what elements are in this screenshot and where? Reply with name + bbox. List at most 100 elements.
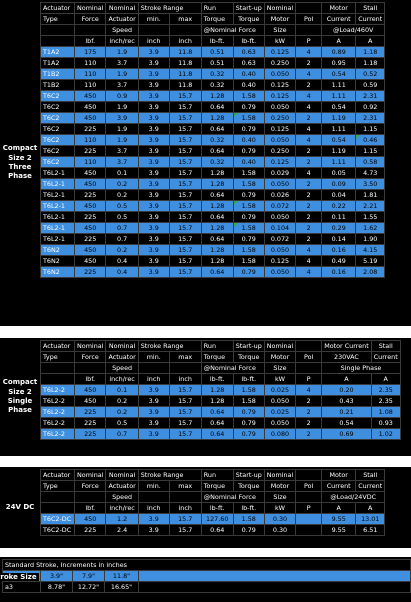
cell: 3.9 bbox=[137, 178, 170, 190]
cell: T6L2-2 bbox=[40, 428, 75, 440]
cell: 15.7 bbox=[168, 244, 202, 256]
cell bbox=[295, 340, 323, 352]
cell: 450 bbox=[73, 222, 107, 234]
cell: 1.90 bbox=[355, 233, 386, 245]
cell: 0.89 bbox=[321, 46, 357, 58]
cell: 15.7 bbox=[168, 145, 202, 157]
header-row: Speed @Nominal Force Size @Load/460V bbox=[40, 24, 386, 36]
cell: Nominal bbox=[263, 2, 297, 14]
cell: 1.9 bbox=[105, 46, 139, 58]
cell bbox=[73, 362, 107, 374]
cell: 450 bbox=[73, 255, 107, 267]
table-row: T6L2-1 450 0.1 3.9 15.7 1.28 1.58 0.029 4 0.05 4.7… bbox=[40, 167, 386, 179]
table-row: a3 8.78" 12.72" 16.65" bbox=[2, 581, 411, 593]
cell: 0.32 bbox=[200, 79, 234, 91]
cell: 3.9 bbox=[137, 90, 170, 102]
cell: 3.9 bbox=[137, 222, 170, 234]
cell: 0.64 bbox=[200, 406, 234, 418]
cell bbox=[295, 2, 323, 14]
cell: Actuator bbox=[105, 480, 139, 492]
cell: T6C2 bbox=[40, 145, 75, 157]
cell: 450 bbox=[73, 90, 107, 102]
cell: 1.18 bbox=[355, 57, 386, 69]
cell: 15.7 bbox=[168, 189, 202, 201]
cell: 0.050 bbox=[263, 266, 297, 278]
cell: 0.79 bbox=[232, 524, 265, 536]
cell: 3.9 bbox=[137, 79, 170, 91]
cell: Size bbox=[263, 362, 297, 374]
cell: 4 bbox=[295, 384, 323, 396]
cell: 15.7 bbox=[168, 233, 202, 245]
cell: 2 bbox=[295, 211, 323, 223]
cell: T6L2-1 bbox=[40, 222, 75, 234]
cell: 1.2 bbox=[105, 513, 139, 525]
cell: 3.9 bbox=[137, 244, 170, 256]
cell: 0.22 bbox=[321, 200, 357, 212]
header-row: Type Force Actuator min. max Torque Torque Moto… bbox=[40, 351, 401, 363]
table-row: T6L2-2 225 0.2 3.9 15.7 0.64 0.79 0.025 2 0.21 1.0… bbox=[40, 406, 401, 418]
cell: 1.28 bbox=[200, 178, 234, 190]
cell: 3.9 bbox=[137, 189, 170, 201]
cell: 3.7 bbox=[105, 57, 139, 69]
cell: 0.64 bbox=[200, 145, 234, 157]
cell: T6N2 bbox=[40, 266, 75, 278]
cell: 0.2 bbox=[105, 244, 139, 256]
cell: 2 bbox=[295, 417, 323, 429]
cell: T6L2-2 bbox=[40, 384, 75, 396]
cell: Nominal bbox=[263, 340, 297, 352]
cell: 0.64 bbox=[200, 189, 234, 201]
cell: Current bbox=[321, 480, 357, 492]
cell: 0.7 bbox=[105, 428, 139, 440]
cell: inch bbox=[137, 35, 170, 47]
cell: 3.9 bbox=[137, 123, 170, 135]
table-row: T6C2 450 1.9 3.9 15.7 0.64 0.79 0.050 4 0.54 0.92 bbox=[40, 101, 386, 113]
cell: 110 bbox=[73, 134, 107, 146]
cell: 0.125 bbox=[263, 156, 297, 168]
cell: 7.9" bbox=[72, 570, 105, 582]
cell: 4 bbox=[295, 123, 323, 135]
cell: T6L2-2 bbox=[40, 417, 75, 429]
header-row: Actuator Nominal Nominal Stroke Range Run Sta… bbox=[40, 340, 401, 352]
cell bbox=[168, 491, 202, 503]
cell: 4 bbox=[295, 90, 323, 102]
cell: 0.63 bbox=[232, 46, 265, 58]
cell: Actuator bbox=[105, 13, 139, 25]
cell bbox=[40, 373, 75, 385]
cell: lb-ft. bbox=[232, 35, 265, 47]
cell: T6C2 bbox=[40, 134, 75, 146]
cell: Run bbox=[200, 340, 234, 352]
cell: 450 bbox=[73, 513, 107, 525]
cell: 0.250 bbox=[263, 112, 297, 124]
cell: 1.18 bbox=[355, 46, 386, 58]
cell: Stroke Range bbox=[137, 2, 202, 14]
cell: 3.7 bbox=[105, 156, 139, 168]
cell: 110 bbox=[73, 57, 107, 69]
cell: Force bbox=[73, 480, 107, 492]
header-row: Type Force Actuator min. max Torque Torque Moto… bbox=[40, 13, 386, 25]
cell: 175 bbox=[73, 46, 107, 58]
cell: Start-up bbox=[232, 469, 265, 481]
cell: 110 bbox=[73, 79, 107, 91]
cell: Motor Current bbox=[321, 340, 372, 352]
cell bbox=[168, 24, 202, 36]
cell: 0.14 bbox=[321, 233, 357, 245]
cell: 0.21 bbox=[321, 406, 372, 418]
cell: 15.7 bbox=[168, 211, 202, 223]
cell: Nominal bbox=[105, 469, 139, 481]
cell: Motor bbox=[263, 351, 297, 363]
cell: 0.050 bbox=[263, 417, 297, 429]
cell: 2 bbox=[295, 79, 323, 91]
cell: Pol bbox=[295, 13, 323, 25]
cell: T6L2-1 bbox=[40, 167, 75, 179]
cell: 1.28 bbox=[200, 222, 234, 234]
cell: Speed bbox=[105, 362, 139, 374]
cell: inch bbox=[168, 35, 202, 47]
cell: T6L2-2 bbox=[40, 395, 75, 407]
cell: 0.79 bbox=[232, 406, 265, 418]
cell: 225 bbox=[73, 233, 107, 245]
cell: Stall bbox=[355, 469, 386, 481]
cell: 1.9 bbox=[105, 134, 139, 146]
cell: 2 bbox=[295, 189, 323, 201]
cell bbox=[137, 491, 170, 503]
cell bbox=[40, 24, 75, 36]
